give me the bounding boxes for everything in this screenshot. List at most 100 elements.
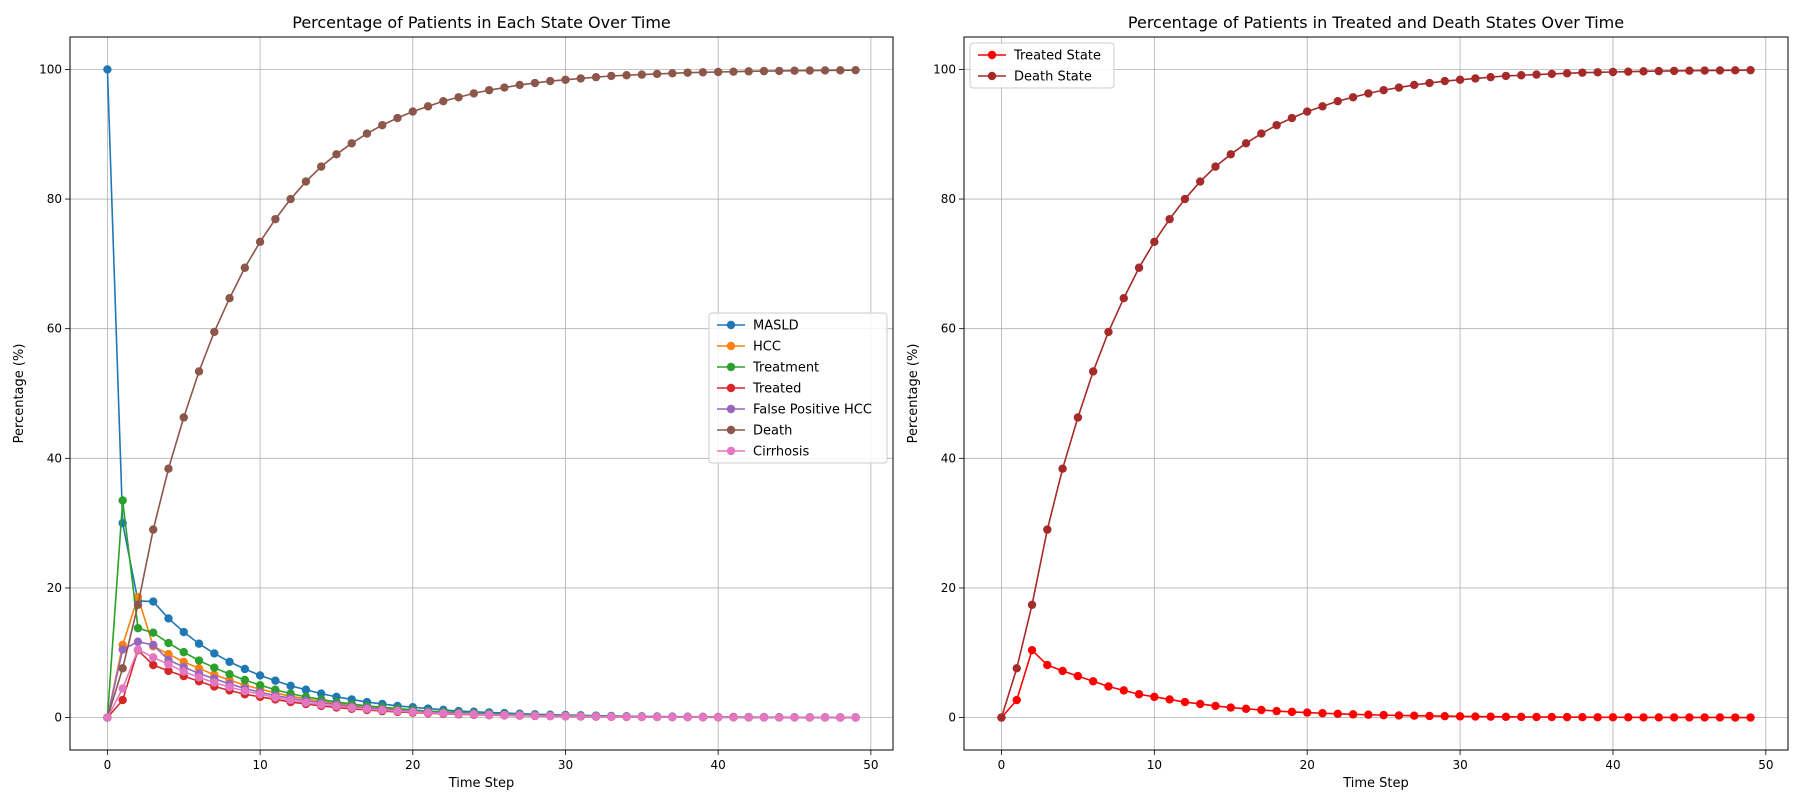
data-point <box>484 85 494 95</box>
legend-label: Death State <box>1014 70 1092 85</box>
data-point <box>836 66 845 75</box>
data-point <box>1562 69 1572 78</box>
x-tick-label: 0 <box>104 758 112 772</box>
data-point <box>652 712 662 722</box>
data-point <box>1746 713 1755 722</box>
data-point <box>286 194 295 204</box>
data-point <box>240 686 250 696</box>
data-point <box>393 113 402 123</box>
legend-label: Cirrhosis <box>753 445 809 460</box>
data-point <box>469 710 479 719</box>
data-point <box>1318 709 1327 718</box>
data-point <box>1226 150 1235 159</box>
x-tick-label: 50 <box>863 758 878 772</box>
data-point <box>1027 600 1037 610</box>
data-point <box>1043 525 1052 534</box>
data-point <box>194 673 204 682</box>
data-point <box>423 708 433 717</box>
data-point <box>210 663 219 672</box>
data-point <box>1517 712 1526 722</box>
data-point <box>1379 710 1388 720</box>
data-point <box>1364 710 1373 719</box>
data-point <box>149 653 158 662</box>
data-point <box>1180 697 1190 707</box>
data-point <box>179 413 188 422</box>
y-axis-label: Percentage (%) <box>906 344 921 444</box>
data-point <box>790 713 799 722</box>
data-point <box>194 367 204 376</box>
data-point <box>286 695 295 705</box>
data-point <box>698 713 708 722</box>
data-point <box>1318 102 1327 111</box>
data-point <box>1410 711 1419 720</box>
y-axis-label: Percentage (%) <box>12 344 27 444</box>
y-tick-label: 0 <box>54 711 62 725</box>
data-point <box>133 600 143 610</box>
data-point <box>1241 139 1251 148</box>
data-point <box>1501 712 1511 722</box>
data-point <box>164 464 173 473</box>
data-point <box>454 709 463 719</box>
series-treated-state <box>997 645 1755 722</box>
data-point <box>1043 660 1052 670</box>
legend-box <box>708 312 888 464</box>
data-point <box>1654 66 1664 76</box>
data-point <box>546 711 555 721</box>
data-point <box>1211 162 1220 171</box>
data-point <box>576 712 585 721</box>
data-point <box>1272 120 1281 130</box>
data-point <box>851 65 860 75</box>
data-point <box>515 80 524 90</box>
data-point <box>347 139 356 148</box>
data-point <box>393 706 402 716</box>
data-point <box>118 645 127 654</box>
data-point <box>668 712 677 722</box>
data-point <box>316 162 326 171</box>
data-point <box>1180 194 1190 204</box>
data-point <box>1654 713 1664 722</box>
legend-swatch-marker <box>726 320 736 330</box>
legend-label: HCC <box>753 340 781 355</box>
data-point <box>164 638 173 648</box>
y-tick-label: 60 <box>941 322 956 336</box>
y-tick-label: 100 <box>933 62 956 76</box>
data-point <box>1348 93 1358 102</box>
data-point <box>1624 713 1633 722</box>
data-point <box>744 713 753 722</box>
data-point <box>1517 71 1526 80</box>
data-point <box>1532 712 1541 722</box>
data-point <box>301 685 311 694</box>
data-point <box>607 712 616 721</box>
legend-swatch-marker <box>987 71 997 81</box>
legend-label: False Positive HCC <box>753 403 872 418</box>
data-point <box>1532 70 1541 79</box>
data-point <box>1241 704 1251 714</box>
y-tick-label: 20 <box>47 581 62 595</box>
data-point <box>1547 69 1557 79</box>
data-point <box>683 712 692 722</box>
data-point <box>240 675 250 685</box>
data-point <box>1547 712 1557 722</box>
data-point <box>1685 66 1694 75</box>
series-line <box>1000 648 1751 719</box>
data-point <box>1088 367 1098 376</box>
data-point <box>546 76 555 86</box>
data-point <box>347 703 356 712</box>
data-point <box>103 65 112 74</box>
data-point <box>1287 707 1297 717</box>
data-point <box>1639 713 1648 722</box>
data-point <box>408 707 417 717</box>
data-point <box>133 645 143 654</box>
data-point <box>729 713 738 722</box>
legend-swatch-marker <box>987 50 997 60</box>
series-line <box>1000 69 1751 718</box>
data-point <box>271 685 280 694</box>
data-point <box>729 67 738 76</box>
data-point <box>668 69 677 78</box>
data-point <box>1624 67 1633 76</box>
y-tick-label: 80 <box>47 192 62 206</box>
legend-swatch-marker <box>726 341 736 351</box>
data-point <box>1058 666 1067 676</box>
data-point <box>698 68 708 77</box>
